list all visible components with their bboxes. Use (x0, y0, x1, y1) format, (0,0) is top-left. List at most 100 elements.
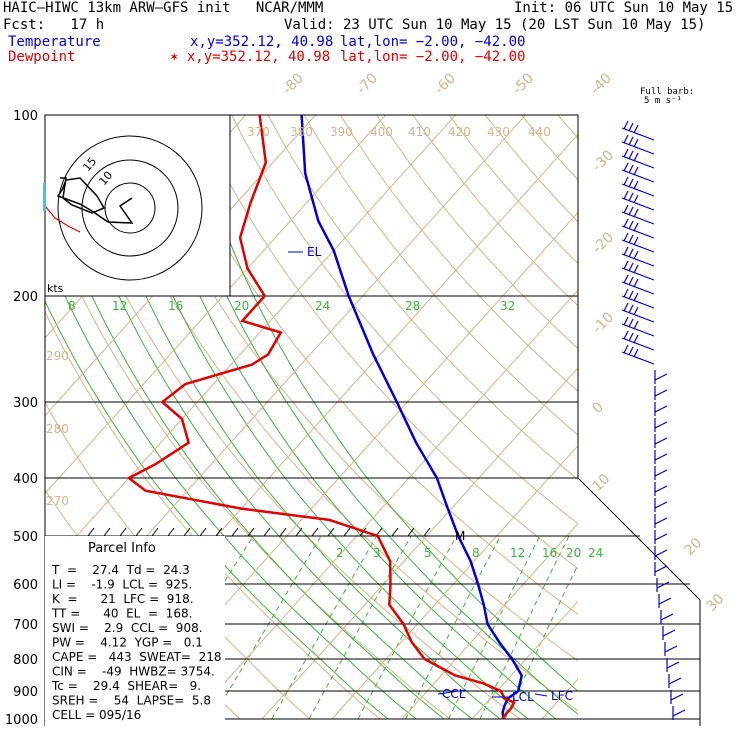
parcel-info-row: K = 21 LFC = 918. (52, 592, 194, 606)
ice-level-tick (199, 527, 207, 537)
wind-barb (621, 225, 655, 239)
theta-label: 420 (448, 125, 471, 139)
mixing-ratio-label: 12 (112, 299, 127, 313)
ice-level-tick (263, 527, 271, 537)
dry-adiabat-line (521, 115, 578, 181)
dry-adiabat-line (231, 115, 578, 525)
mixing-ratio-label: 12 (510, 546, 525, 560)
annotation-leader (534, 693, 548, 697)
wind-barb-flag (623, 190, 629, 200)
parcel-info-row: CAPE = 443 SWEAT= 218 (52, 650, 222, 664)
wind-barb-flag (668, 677, 682, 685)
mixing-ratio-line (211, 535, 322, 719)
dry-adiabat-line (448, 115, 578, 265)
isotherm-label: -50 (510, 70, 537, 97)
annotation-lcl: LCL (512, 690, 534, 704)
mixing-ratio-label: 24 (588, 546, 603, 560)
wind-barb-flag (623, 274, 629, 284)
wind-barb-flag (628, 290, 634, 300)
isotherm-label: 30 (704, 591, 728, 615)
wind-barb (621, 281, 655, 295)
isotherm-label: 20 (682, 535, 706, 559)
wind-barb-flag (628, 178, 634, 188)
dewpoint-xy: ✶ x,y=352.12, 40.98 (170, 49, 331, 65)
pressure-tick-label: 500 (13, 530, 38, 545)
wind-barb (621, 253, 655, 267)
init-time: Init: 06 UTC Sun 10 May 15 (514, 0, 734, 16)
wind-barb-flag (633, 222, 639, 232)
wind-barb-flag (654, 501, 668, 509)
wind-barb-flag (628, 346, 634, 356)
wind-barb-flag (654, 533, 668, 541)
pressure-tick-label: 100 (13, 109, 38, 124)
wind-barb-flag (633, 306, 639, 316)
wind-barb (621, 155, 655, 169)
wind-barb-flag (654, 437, 668, 445)
pressure-tick-label: 200 (13, 290, 38, 305)
mixing-ratio-label: 8 (68, 299, 76, 313)
ice-level-tick (295, 527, 303, 537)
valid-time: Valid: 23 UTC Sun 10 May 15 (20 LST Sun … (284, 17, 706, 33)
wind-barb-flag (654, 565, 668, 573)
isotherm-line (331, 444, 578, 719)
parcel-info-row: SREH = 54 LAPSE= 5.8 (52, 694, 211, 708)
isotherm-line (45, 115, 387, 495)
wind-barb-flag (628, 234, 634, 244)
ice-level-tick (423, 527, 431, 537)
parcel-info-row: CELL = 095/16 (52, 708, 141, 722)
wind-barb (621, 183, 655, 197)
chart-title: HAIC—HIWC 13km ARW—GFS init NCAR/MMM (3, 0, 324, 16)
annotation-el: EL (307, 245, 322, 259)
wind-barb-flag (623, 330, 629, 340)
wind-barb-flag (628, 164, 634, 174)
theta-label: 410 (408, 125, 431, 139)
ice-level-tick (151, 527, 159, 537)
wind-barb-flag (623, 302, 629, 312)
annotation-ccl: CCL (442, 687, 466, 701)
legend-dewpoint: Dewpoint (8, 49, 76, 65)
isotherm-line (471, 600, 578, 719)
wind-barb-flag (654, 405, 668, 413)
wind-barb-flag (628, 304, 634, 314)
pressure-tick-label: 900 (13, 685, 38, 700)
parcel-info-row: CIN = -49 HWBZ= 3754. (52, 665, 215, 679)
mixing-ratio-label: 20 (234, 299, 249, 313)
dry-adiabat-line (339, 115, 578, 392)
ice-level-tick (279, 527, 287, 537)
isotherm-line (261, 367, 578, 719)
parcel-info-row: LI = -1.9 LCL = 925. (52, 578, 192, 592)
ice-level-tick (135, 527, 143, 537)
wind-barb-flag (628, 150, 634, 160)
hodograph-ring (57, 135, 203, 281)
theta-label: 290 (46, 349, 69, 363)
annotation-lfc: LFC (551, 689, 573, 703)
wind-barb-flag (666, 661, 680, 669)
theta-label: 270 (46, 494, 69, 508)
wind-barb-flag (633, 194, 639, 204)
wind-barb-flag (633, 166, 639, 176)
isotherm-label: -30 (590, 147, 617, 174)
wind-barb (621, 295, 655, 309)
isotherm-label: -20 (590, 229, 617, 256)
theta-label: 430 (487, 125, 510, 139)
wind-barb (621, 267, 655, 281)
wind-barb (621, 309, 655, 323)
theta-label: 280 (46, 422, 69, 436)
wind-barb-flag (628, 136, 634, 146)
dry-adiabat-line (594, 115, 740, 719)
wind-barb-flag (628, 192, 634, 202)
mixing-ratio-line (479, 535, 570, 719)
ice-level-tick (87, 527, 95, 537)
isotherm-line (401, 522, 578, 719)
theta-label: 380 (290, 125, 313, 139)
dewpoint-latlon: lat,lon= −2.00, −42.00 (340, 49, 526, 65)
wind-barb-flag (628, 248, 634, 258)
theta-label: 390 (330, 125, 353, 139)
isotherm-label: -10 (590, 309, 617, 336)
wind-barb-flag (623, 162, 629, 172)
wind-barb-flag (633, 278, 639, 288)
mixing-ratio-label: 24 (315, 299, 330, 313)
mixing-ratio-line (448, 535, 541, 719)
wind-barb-flag (628, 332, 634, 342)
annotation-m: M (455, 529, 465, 543)
